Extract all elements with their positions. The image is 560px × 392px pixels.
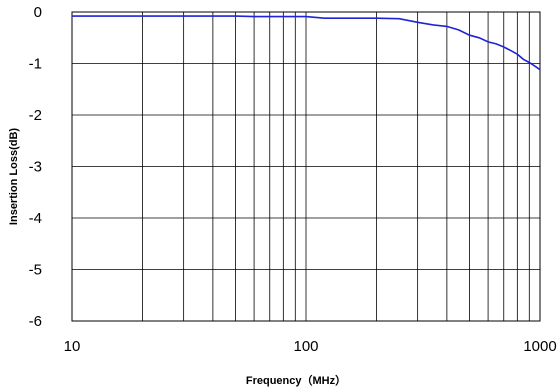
series-line: [72, 15, 541, 71]
series-layer: [72, 15, 541, 71]
y-tick-label: -5: [29, 262, 42, 279]
x-tick-label: 100: [293, 338, 318, 355]
y-tick-label: -1: [29, 56, 42, 73]
y-tick-label: -4: [29, 210, 42, 227]
plot-frame: [71, 11, 541, 322]
y-tick-label: -3: [29, 159, 42, 176]
x-tick-label: 10: [64, 338, 81, 355]
y-tick-label: 0: [34, 4, 42, 21]
y-tick-label: -2: [29, 107, 42, 124]
y-tick-label: -6: [29, 313, 42, 330]
grid-lines: [71, 11, 541, 322]
tick-labels: 0 -1 -2 -3 -4 -5 -6 10 100 1000: [29, 4, 557, 355]
y-axis-title: Insertion Loss(dB): [8, 128, 20, 226]
x-tick-label: 1000: [523, 338, 556, 355]
x-axis-title: Frequency（MHz）: [246, 374, 346, 387]
